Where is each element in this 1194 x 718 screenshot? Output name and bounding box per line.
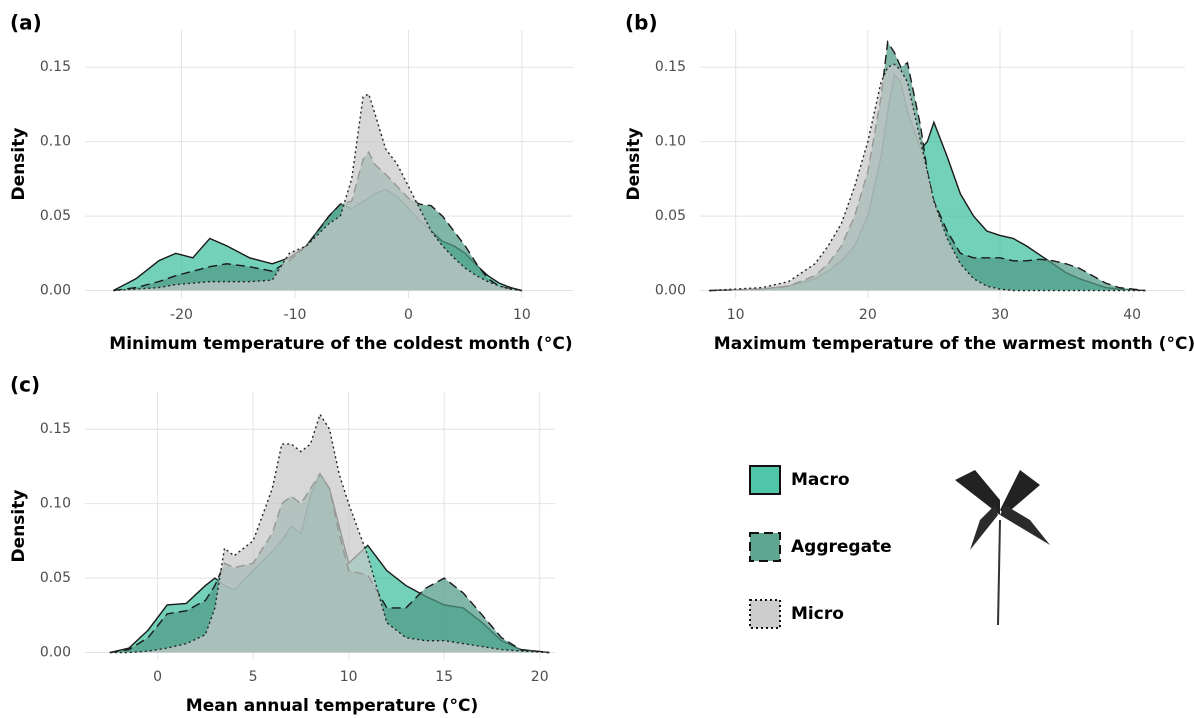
legend-label: Macro <box>791 470 850 490</box>
y-tick-label: 0.10 <box>40 134 71 150</box>
x-axis-title: Minimum temperature of the coldest month… <box>109 334 572 354</box>
y-tick-label: 0.00 <box>655 283 686 299</box>
x-tick-label: 10 <box>513 307 531 323</box>
panel: 0.00 0.05 0.10 0.15 0 5 10 15 20 (c) Mean annual t… <box>9 373 555 716</box>
plant-illustration <box>955 470 1050 626</box>
panel: 0.00 0.05 0.10 0.15 -20 -10 0 10 (a) Minimum temp… <box>9 11 573 354</box>
density-area <box>113 94 522 291</box>
y-axis-title: Density <box>9 128 29 201</box>
y-tick-label: 0.15 <box>655 59 686 75</box>
x-tick-label: 10 <box>340 669 358 685</box>
density-line <box>109 412 550 654</box>
y-axis-title: Density <box>624 128 644 201</box>
x-tick-label: 40 <box>1123 307 1141 323</box>
density-area <box>709 64 1146 291</box>
x-axis-title: Maximum temperature of the warmest month… <box>714 334 1194 354</box>
x-tick-label: 0 <box>153 669 162 685</box>
y-tick-label: 0.05 <box>655 208 686 224</box>
x-tick-label: 10 <box>727 307 745 323</box>
legend-swatch <box>749 532 781 562</box>
legend-swatch <box>749 599 781 629</box>
y-tick-label: 0.00 <box>40 283 71 299</box>
legend-label: Micro <box>791 604 844 624</box>
x-axis-title: Mean annual temperature (°C) <box>186 696 478 716</box>
x-tick-label: 30 <box>991 307 1009 323</box>
density-line <box>113 150 523 292</box>
x-tick-label: -10 <box>284 307 307 323</box>
y-tick-label: 0.05 <box>40 208 71 224</box>
panel-label: (c) <box>10 373 40 397</box>
density-line <box>709 63 1146 292</box>
x-tick-label: 15 <box>435 669 453 685</box>
density-area <box>109 414 550 653</box>
panel-label: (a) <box>10 11 42 35</box>
legend-swatch <box>749 465 781 495</box>
x-tick-label: -20 <box>170 307 193 323</box>
x-tick-label: 20 <box>859 307 877 323</box>
panel-label: (b) <box>625 11 658 35</box>
y-tick-label: 0.10 <box>655 134 686 150</box>
y-tick-label: 0.10 <box>40 496 71 512</box>
x-tick-label: 20 <box>531 669 549 685</box>
panel: 0.00 0.05 0.10 0.15 10 20 30 40 (b) Maximum tempe… <box>624 11 1194 355</box>
x-tick-label: 5 <box>249 669 258 685</box>
y-tick-label: 0.15 <box>40 59 71 75</box>
legend-label: Aggregate <box>791 537 892 557</box>
y-tick-label: 0.15 <box>40 421 71 437</box>
x-tick-label: 0 <box>404 307 413 323</box>
y-tick-label: 0.05 <box>40 570 71 586</box>
y-axis-title: Density <box>9 490 29 563</box>
legend: Macro Aggregate Micro <box>749 465 892 629</box>
y-tick-label: 0.00 <box>40 645 71 661</box>
